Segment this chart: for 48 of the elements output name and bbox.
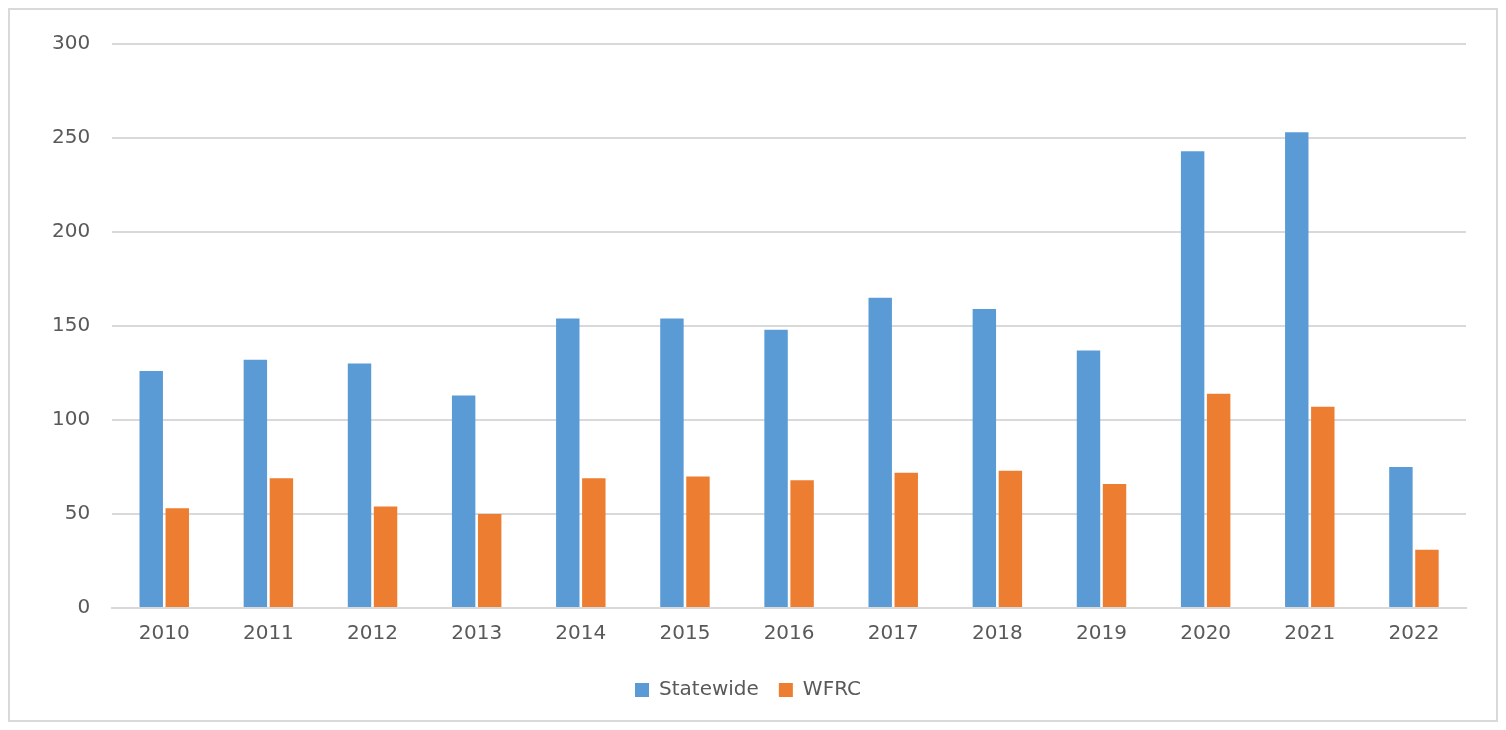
bar bbox=[373, 506, 398, 607]
bar bbox=[1206, 393, 1231, 607]
y-tick-label: 50 bbox=[64, 500, 91, 525]
bar bbox=[269, 478, 294, 607]
bar bbox=[347, 363, 372, 607]
bar bbox=[894, 472, 918, 607]
y-tick-label: 200 bbox=[51, 218, 91, 243]
bar bbox=[243, 359, 268, 607]
x-tick-label: 2015 bbox=[659, 620, 711, 645]
bar bbox=[868, 297, 892, 607]
x-tick-label: 2016 bbox=[763, 620, 815, 645]
y-tick-label: 0 bbox=[77, 594, 91, 619]
bar bbox=[660, 318, 684, 607]
bar bbox=[1076, 350, 1101, 607]
x-tick-label: 2010 bbox=[138, 620, 190, 645]
legend-label: WFRC bbox=[802, 676, 862, 701]
bar bbox=[556, 318, 580, 607]
x-tick-label: 2020 bbox=[1180, 620, 1232, 645]
bar bbox=[1180, 151, 1205, 607]
bar bbox=[1102, 483, 1127, 607]
x-tick-label: 2014 bbox=[555, 620, 607, 645]
y-tick-label: 300 bbox=[51, 30, 91, 55]
bar bbox=[972, 309, 997, 607]
x-tick-label: 2018 bbox=[971, 620, 1023, 645]
x-tick-label: 2013 bbox=[451, 620, 503, 645]
y-tick-label: 250 bbox=[51, 124, 91, 149]
bar bbox=[1285, 132, 1309, 607]
x-tick-label: 2022 bbox=[1388, 620, 1440, 645]
bar bbox=[790, 480, 814, 607]
y-tick-label: 100 bbox=[51, 406, 91, 431]
bar bbox=[165, 508, 189, 607]
x-tick-label: 2021 bbox=[1284, 620, 1336, 645]
bar bbox=[139, 371, 163, 607]
x-tick-label: 2011 bbox=[242, 620, 294, 645]
bar bbox=[1389, 467, 1413, 607]
y-tick-label: 150 bbox=[51, 312, 91, 337]
x-tick-label: 2019 bbox=[1076, 620, 1127, 645]
bar bbox=[477, 514, 502, 607]
legend-label: Statewide bbox=[659, 676, 759, 701]
x-tick-label: 2012 bbox=[347, 620, 398, 645]
bar bbox=[582, 478, 606, 607]
bar bbox=[686, 476, 710, 607]
bar bbox=[998, 470, 1023, 607]
bar bbox=[451, 395, 476, 607]
bar bbox=[764, 329, 788, 607]
bar bbox=[1415, 549, 1439, 607]
bar bbox=[1311, 406, 1335, 607]
x-tick-label: 2017 bbox=[867, 620, 919, 645]
